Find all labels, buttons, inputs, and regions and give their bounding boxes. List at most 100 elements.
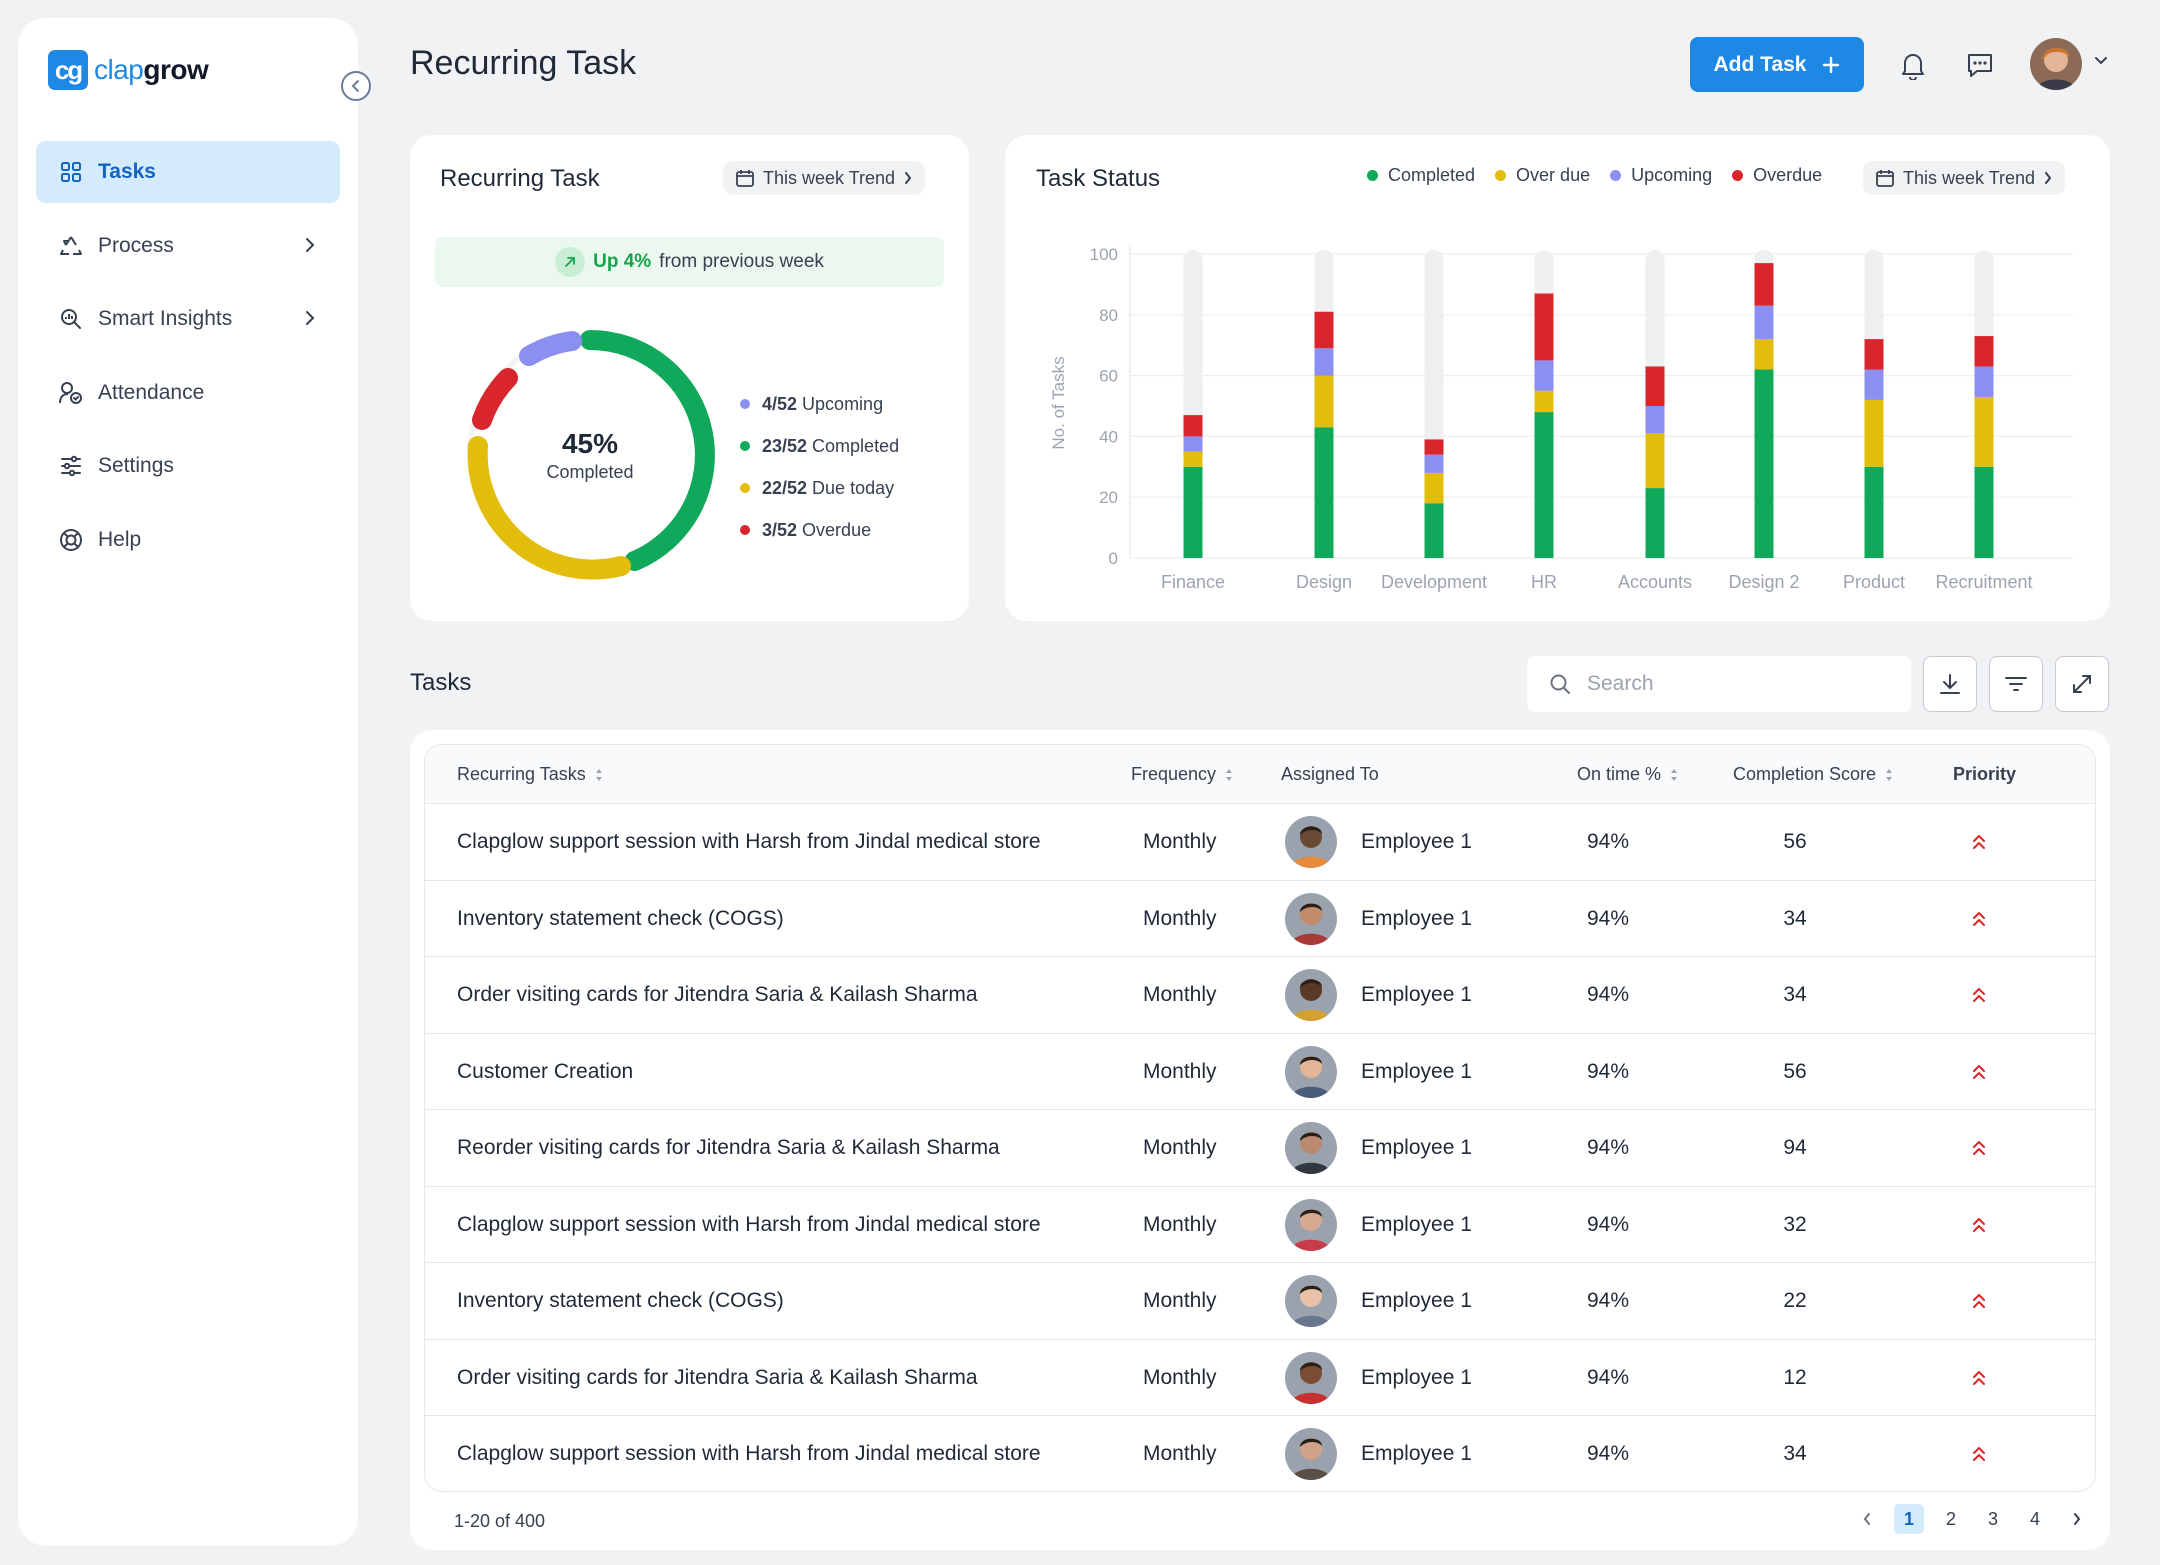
x-tick-label: HR bbox=[1531, 572, 1557, 592]
task-score: 34 bbox=[1783, 1442, 1807, 1465]
task-frequency: Monthly bbox=[1143, 830, 1217, 853]
expand-button[interactable] bbox=[2055, 656, 2109, 712]
table-row[interactable]: Order visiting cards for Jitendra Saria … bbox=[425, 957, 2095, 1034]
search-box[interactable]: Search bbox=[1527, 656, 1911, 712]
add-task-label: Add Task bbox=[1713, 52, 1807, 76]
task-name[interactable]: Reorder visiting cards for Jitendra Sari… bbox=[457, 1136, 1000, 1160]
task-name[interactable]: Order visiting cards for Jitendra Saria … bbox=[457, 1365, 978, 1389]
column-on-time[interactable]: On time % bbox=[1577, 745, 1679, 804]
sidebar-item-settings[interactable]: Settings bbox=[36, 435, 340, 497]
bar-overdue bbox=[1314, 311, 1334, 349]
sidebar-item-tasks[interactable]: Tasks bbox=[36, 141, 340, 203]
sidebar-item-smart-insights[interactable]: Smart Insights bbox=[36, 288, 340, 350]
sort-icon bbox=[1886, 768, 1893, 781]
table-row[interactable]: Inventory statement check (COGS) Monthly… bbox=[425, 1263, 2095, 1340]
donut-center: 45% Completed bbox=[465, 330, 715, 580]
bar-upcoming bbox=[1314, 348, 1334, 376]
chevron-right-icon bbox=[2074, 1513, 2081, 1525]
donut-segment-completed bbox=[580, 330, 715, 571]
table-row[interactable]: Customer Creation Monthly Employee 1 94%… bbox=[425, 1034, 2095, 1110]
calendar-icon bbox=[736, 170, 754, 187]
task-assignee: Employee 1 bbox=[1285, 881, 1472, 957]
task-score: 94 bbox=[1783, 1136, 1807, 1159]
sidebar-item-process[interactable]: Process bbox=[36, 215, 340, 277]
task-name[interactable]: Clapglow support session with Harsh from… bbox=[457, 1212, 1041, 1236]
sidebar-item-help[interactable]: Help bbox=[36, 509, 340, 571]
attendance-icon bbox=[58, 380, 84, 406]
task-frequency: Monthly bbox=[1143, 1212, 1217, 1236]
task-name[interactable]: Inventory statement check (COGS) bbox=[457, 1289, 784, 1313]
task-name[interactable]: Clapglow support session with Harsh from… bbox=[457, 830, 1041, 854]
column-frequency[interactable]: Frequency bbox=[1131, 745, 1234, 804]
table-row[interactable]: Reorder visiting cards for Jitendra Sari… bbox=[425, 1110, 2095, 1187]
logo[interactable]: cg clapgrow bbox=[48, 50, 209, 90]
status-legend-completed: Completed bbox=[1367, 165, 1475, 186]
task-score: 32 bbox=[1783, 1212, 1807, 1236]
table-row[interactable]: Clapglow support session with Harsh from… bbox=[425, 1187, 2095, 1263]
filter-button[interactable] bbox=[1989, 656, 2043, 712]
tasks-table-card: Recurring Tasks Frequency Assigned To On… bbox=[410, 730, 2110, 1550]
task-name[interactable]: Customer Creation bbox=[457, 1059, 634, 1083]
task-frequency: Monthly bbox=[1143, 1136, 1217, 1159]
bar-overdue bbox=[1974, 336, 1994, 367]
task-on-time: 94% bbox=[1587, 1442, 1630, 1465]
bar-over-due bbox=[1864, 399, 1884, 467]
x-tick-label: Recruitment bbox=[1935, 572, 2032, 592]
add-task-button[interactable]: Add Task bbox=[1690, 37, 1864, 92]
table-row[interactable]: Inventory statement check (COGS) Monthly… bbox=[425, 881, 2095, 957]
bar-overdue bbox=[1645, 366, 1665, 406]
notifications-button[interactable] bbox=[1896, 48, 1930, 82]
task-on-time: 94% bbox=[1587, 1365, 1630, 1389]
search-input[interactable]: Search bbox=[1587, 672, 1654, 695]
arrow-up-right-icon bbox=[555, 247, 586, 277]
user-avatar[interactable] bbox=[2030, 38, 2082, 90]
priority-high-icon bbox=[1971, 1263, 1987, 1339]
table-row[interactable]: Clapglow support session with Harsh from… bbox=[425, 1416, 2095, 1491]
messages-button[interactable] bbox=[1963, 48, 1997, 82]
page-2-button[interactable]: 2 bbox=[1945, 1508, 1956, 1529]
status-trend-selector[interactable]: This week Trend bbox=[1863, 161, 2066, 195]
sidebar-item-label: Attendance bbox=[98, 380, 205, 404]
table-row[interactable]: Clapglow support session with Harsh from… bbox=[425, 804, 2095, 881]
prev-page-button[interactable] bbox=[1852, 1504, 1882, 1534]
collapse-sidebar-button[interactable] bbox=[341, 71, 371, 101]
task-name[interactable]: Clapglow support session with Harsh from… bbox=[457, 1442, 1041, 1466]
sliders-icon bbox=[58, 453, 84, 479]
column-completion-score[interactable]: Completion Score bbox=[1733, 745, 1894, 804]
user-avatar-image bbox=[2030, 38, 2082, 90]
page-1-button[interactable]: 1 bbox=[1894, 1504, 1924, 1534]
bar-completed bbox=[1183, 466, 1203, 558]
download-button[interactable] bbox=[1923, 656, 1977, 712]
task-score: 56 bbox=[1783, 830, 1807, 853]
task-score: 56 bbox=[1783, 1059, 1807, 1083]
donut-legend: 4/52 Upcoming 23/52 Completed 22/52 Due tod… bbox=[740, 383, 899, 551]
task-assignee: Employee 1 bbox=[1285, 1187, 1472, 1263]
bar-over-due bbox=[1424, 472, 1444, 504]
table-row[interactable]: Order visiting cards for Jitendra Saria … bbox=[425, 1340, 2095, 1416]
sidebar-item-attendance[interactable]: Attendance bbox=[36, 362, 340, 424]
task-name[interactable]: Order visiting cards for Jitendra Saria … bbox=[457, 983, 978, 1007]
employee-name: Employee 1 bbox=[1361, 906, 1472, 930]
page-4-button[interactable]: 4 bbox=[2029, 1508, 2040, 1529]
recurring-trend-selector[interactable]: This week Trend bbox=[723, 161, 926, 195]
y-axis-label: No. of Tasks bbox=[1049, 356, 1068, 449]
pagination: 1 2 3 4 bbox=[1852, 1504, 2092, 1534]
next-page-button[interactable] bbox=[2062, 1504, 2092, 1534]
sidebar-item-label: Smart Insights bbox=[98, 307, 233, 330]
column-recurring-tasks[interactable]: Recurring Tasks bbox=[457, 745, 604, 804]
task-status-chart: 0 20 40 60 80 100 No. of Tasks Finance Design Dev… bbox=[1049, 245, 2073, 592]
task-score: 34 bbox=[1783, 906, 1807, 930]
chevron-down-icon[interactable] bbox=[2094, 56, 2108, 66]
table-body: Clapglow support session with Harsh from… bbox=[425, 804, 2095, 1491]
chevron-right-icon bbox=[2045, 172, 2052, 184]
task-name[interactable]: Inventory statement check (COGS) bbox=[457, 906, 784, 930]
priority-high-icon bbox=[1971, 1416, 1987, 1491]
bar-completed bbox=[1314, 427, 1334, 558]
bar-completed bbox=[1974, 466, 1994, 558]
priority-high-icon bbox=[1971, 957, 1987, 1033]
search-icon bbox=[1550, 674, 1570, 694]
chevron-left-icon bbox=[1863, 1513, 1870, 1525]
download-icon bbox=[1940, 674, 1960, 694]
page-3-button[interactable]: 3 bbox=[1987, 1508, 1998, 1529]
sidebar-item-label: Help bbox=[98, 527, 142, 551]
